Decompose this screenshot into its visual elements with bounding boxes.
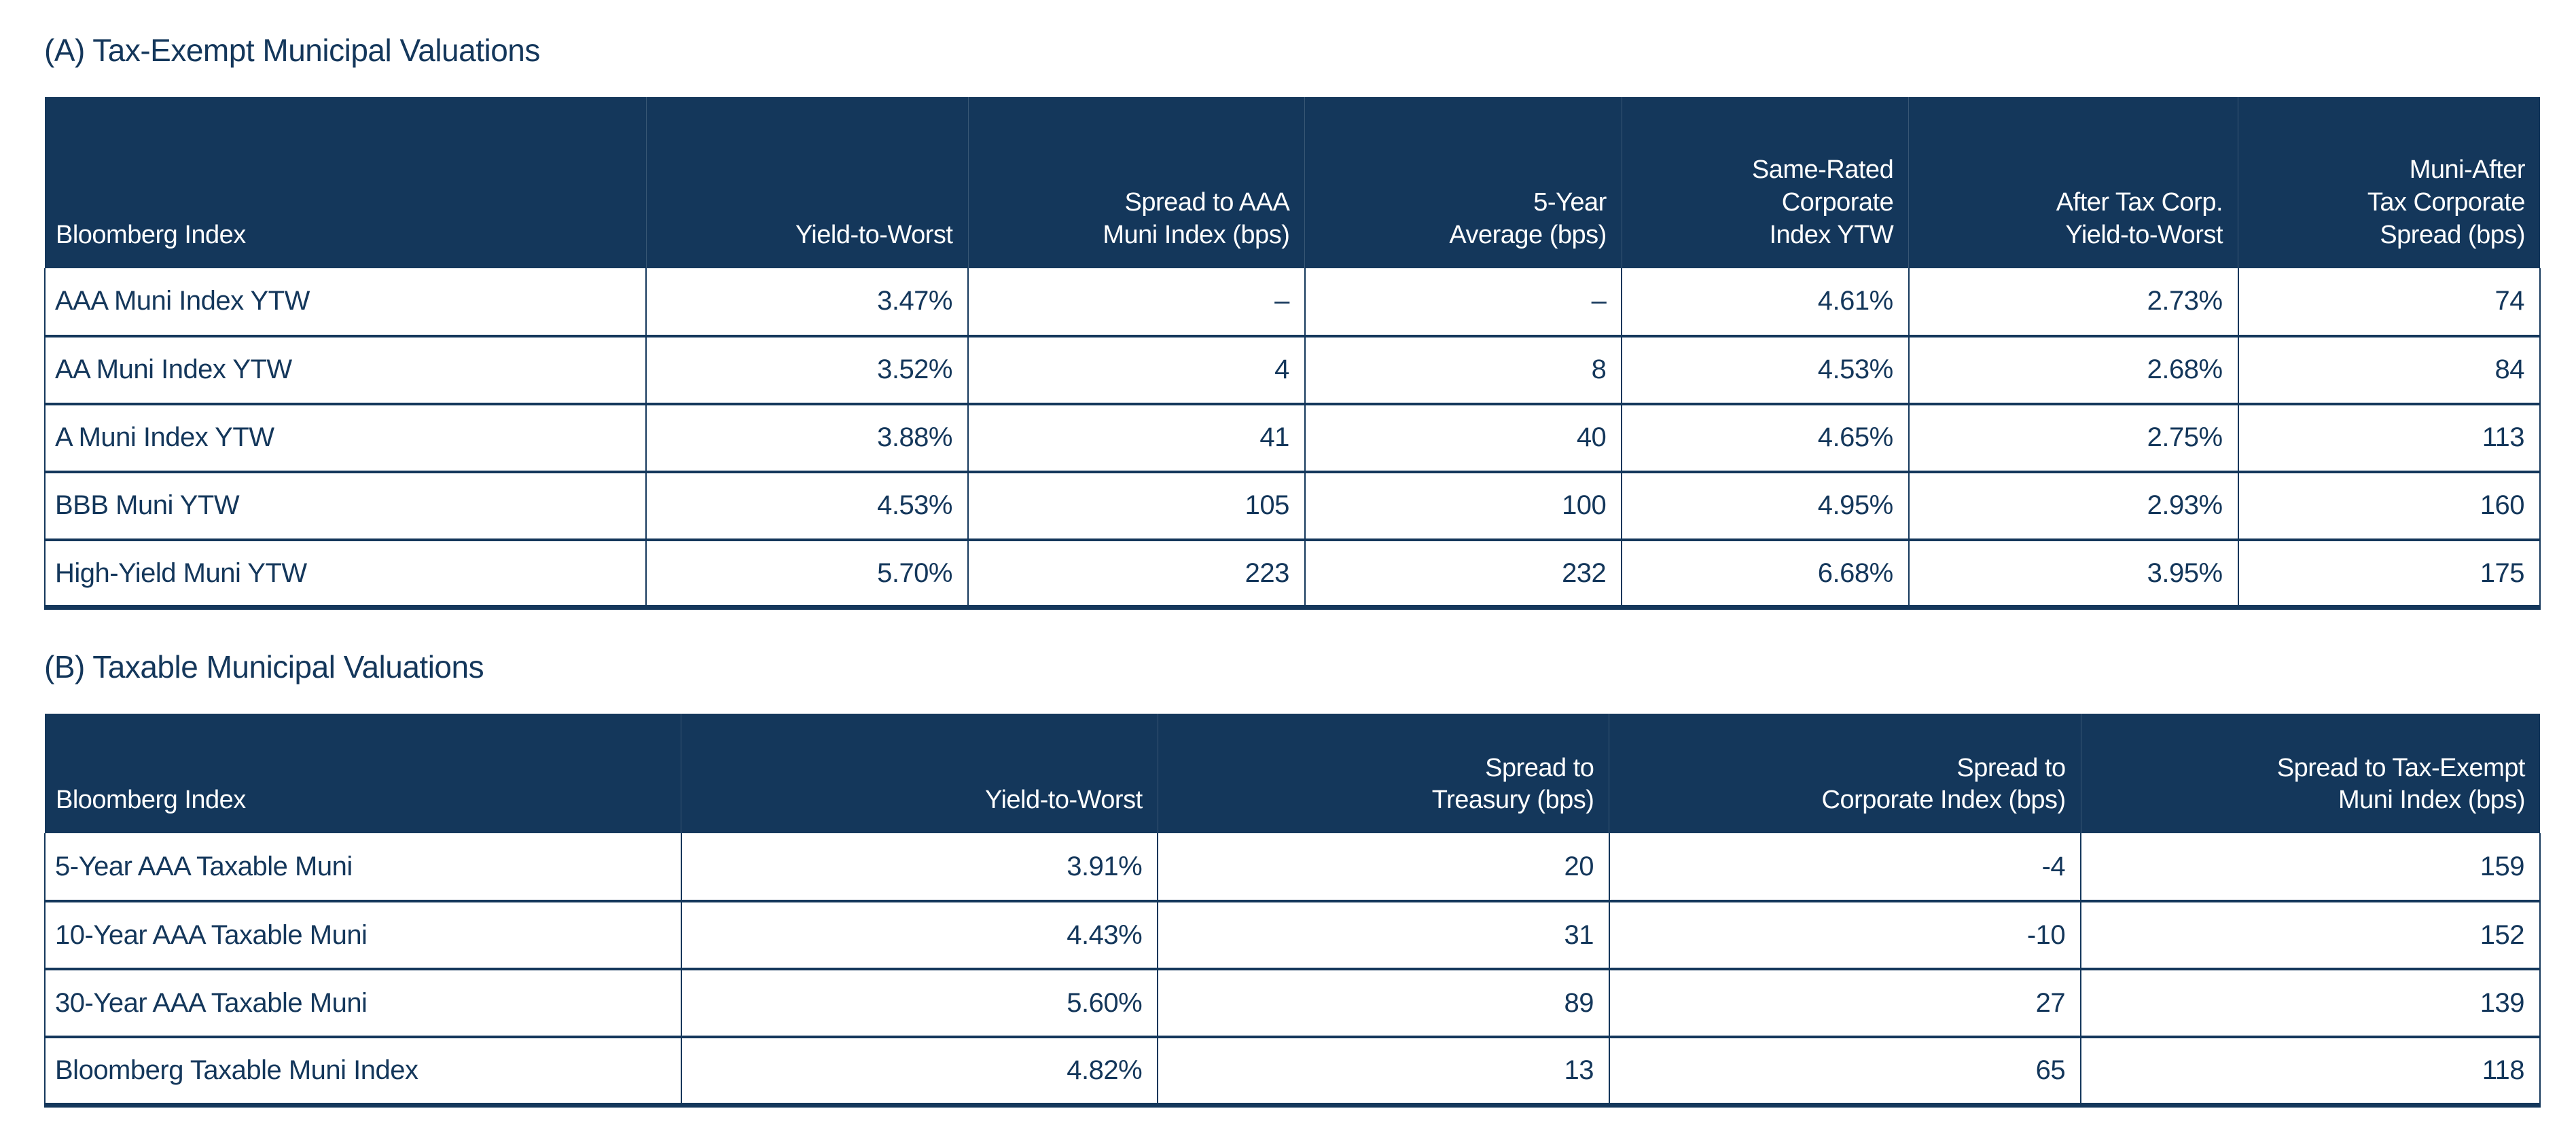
cell-muni-after-tax-spread: 84 xyxy=(2237,335,2541,404)
header-row: Bloomberg Index Yield-to-Worst Spread to… xyxy=(45,714,2540,834)
cell-after-tax-ytw: 2.68% xyxy=(1908,335,2239,404)
cell-spread-treasury: 13 xyxy=(1157,1037,1610,1106)
cell-5yr-avg: 100 xyxy=(1304,471,1623,540)
cell-5yr-avg: 40 xyxy=(1304,403,1623,472)
cell-spread-corp: 65 xyxy=(1608,1037,2082,1106)
table-row: 10-Year AAA Taxable Muni 4.43% 31 -10 15… xyxy=(44,901,2541,970)
cell-5yr-avg: 232 xyxy=(1304,539,1623,608)
tax-exempt-valuations-table: Bloomberg Index Yield-to-Worst Spread to… xyxy=(43,96,2541,610)
cell-ytw: 4.43% xyxy=(680,901,1159,970)
cell-index-name: AA Muni Index YTW xyxy=(43,335,647,404)
header-yield-to-worst: Yield-to-Worst xyxy=(645,96,968,268)
header-after-tax-corp-ytw: After Tax Corp. Yield-to-Worst xyxy=(1908,96,2238,268)
header-bloomberg-index: Bloomberg Index xyxy=(45,714,681,834)
cell-after-tax-ytw: 2.73% xyxy=(1908,268,2239,336)
taxable-valuations-table: Bloomberg Index Yield-to-Worst Spread to… xyxy=(44,714,2541,1108)
header-muni-after-tax-spread: Muni-After Tax Corporate Spread (bps) xyxy=(2238,96,2540,268)
header-bloomberg-index: Bloomberg Index xyxy=(45,96,647,268)
header-spread-corporate: Spread to Corporate Index (bps) xyxy=(1609,714,2081,834)
cell-spread-aaa: 41 xyxy=(967,403,1306,472)
cell-corp-ytw: 4.53% xyxy=(1621,335,1910,404)
cell-spread-aaa: 223 xyxy=(967,539,1306,608)
cell-spread-tax-exempt: 139 xyxy=(2080,969,2541,1038)
header-spread-tax-exempt: Spread to Tax-Exempt Muni Index (bps) xyxy=(2080,714,2540,834)
cell-muni-after-tax-spread: 175 xyxy=(2237,539,2541,608)
cell-corp-ytw: 4.61% xyxy=(1621,268,1910,336)
cell-index-name: Bloomberg Taxable Muni Index xyxy=(44,1037,682,1106)
cell-ytw: 3.52% xyxy=(645,335,969,404)
header-yield-to-worst: Yield-to-Worst xyxy=(681,714,1158,834)
cell-spread-treasury: 31 xyxy=(1157,901,1610,970)
cell-corp-ytw: 6.68% xyxy=(1621,539,1910,608)
cell-spread-aaa: 105 xyxy=(967,471,1306,540)
cell-ytw: 3.88% xyxy=(645,403,969,472)
cell-ytw: 5.60% xyxy=(680,969,1159,1038)
cell-index-name: 30-Year AAA Taxable Muni xyxy=(44,969,682,1038)
section-tax-exempt: (A) Tax-Exempt Municipal Valuations Bloo… xyxy=(43,33,2541,610)
section-a-title: (A) Tax-Exempt Municipal Valuations xyxy=(44,33,540,68)
cell-corp-ytw: 4.95% xyxy=(1621,471,1910,540)
table-row: AAA Muni Index YTW 3.47% – – 4.61% 2.73%… xyxy=(43,268,2541,336)
cell-spread-tax-exempt: 118 xyxy=(2080,1037,2541,1106)
table-row: BBB Muni YTW 4.53% 105 100 4.95% 2.93% 1… xyxy=(43,471,2541,540)
cell-index-name: 10-Year AAA Taxable Muni xyxy=(44,901,682,970)
table-row: 30-Year AAA Taxable Muni 5.60% 89 27 139 xyxy=(44,969,2541,1038)
table-row: Bloomberg Taxable Muni Index 4.82% 13 65… xyxy=(44,1037,2541,1106)
header-spread-aaa-muni: Spread to AAA Muni Index (bps) xyxy=(967,96,1305,268)
cell-index-name: High-Yield Muni YTW xyxy=(43,539,647,608)
cell-5yr-avg: 8 xyxy=(1304,335,1623,404)
section-taxable: (B) Taxable Municipal Valuations Bloombe… xyxy=(44,649,2541,1107)
cell-spread-tax-exempt: 152 xyxy=(2080,901,2541,970)
cell-after-tax-ytw: 2.93% xyxy=(1908,471,2239,540)
cell-spread-aaa: – xyxy=(967,268,1306,336)
cell-ytw: 4.82% xyxy=(680,1037,1159,1106)
municipal-valuations-report: (A) Tax-Exempt Municipal Valuations Bloo… xyxy=(43,33,2541,1107)
table-row: 5-Year AAA Taxable Muni 3.91% 20 -4 159 xyxy=(44,833,2541,902)
header-spread-treasury: Spread to Treasury (bps) xyxy=(1157,714,1609,834)
cell-after-tax-ytw: 2.75% xyxy=(1908,403,2239,472)
cell-ytw: 5.70% xyxy=(645,539,969,608)
table-row: A Muni Index YTW 3.88% 41 40 4.65% 2.75%… xyxy=(43,403,2541,472)
cell-ytw: 3.47% xyxy=(645,268,969,336)
cell-ytw: 3.91% xyxy=(680,833,1159,902)
cell-index-name: BBB Muni YTW xyxy=(43,471,647,540)
cell-spread-aaa: 4 xyxy=(967,335,1306,404)
cell-index-name: AAA Muni Index YTW xyxy=(43,268,647,336)
cell-corp-ytw: 4.65% xyxy=(1621,403,1910,472)
table-row: AA Muni Index YTW 3.52% 4 8 4.53% 2.68% … xyxy=(43,335,2541,404)
cell-after-tax-ytw: 3.95% xyxy=(1908,539,2239,608)
header-row: Bloomberg Index Yield-to-Worst Spread to… xyxy=(45,96,2540,268)
cell-spread-corp: -10 xyxy=(1608,901,2082,970)
cell-muni-after-tax-spread: 113 xyxy=(2237,403,2541,472)
cell-spread-corp: -4 xyxy=(1608,833,2082,902)
header-same-rated-corp-ytw: Same-Rated Corporate Index YTW xyxy=(1621,96,1909,268)
cell-muni-after-tax-spread: 74 xyxy=(2237,268,2541,336)
cell-spread-corp: 27 xyxy=(1608,969,2082,1038)
cell-spread-treasury: 89 xyxy=(1157,969,1610,1038)
cell-index-name: 5-Year AAA Taxable Muni xyxy=(44,833,682,902)
section-b-title: (B) Taxable Municipal Valuations xyxy=(44,649,484,685)
cell-5yr-avg: – xyxy=(1304,268,1623,336)
table-row: High-Yield Muni YTW 5.70% 223 232 6.68% … xyxy=(43,539,2541,608)
header-5yr-average: 5-Year Average (bps) xyxy=(1304,96,1622,268)
cell-spread-treasury: 20 xyxy=(1157,833,1610,902)
cell-spread-tax-exempt: 159 xyxy=(2080,833,2541,902)
cell-muni-after-tax-spread: 160 xyxy=(2237,471,2541,540)
cell-ytw: 4.53% xyxy=(645,471,969,540)
cell-index-name: A Muni Index YTW xyxy=(43,403,647,472)
